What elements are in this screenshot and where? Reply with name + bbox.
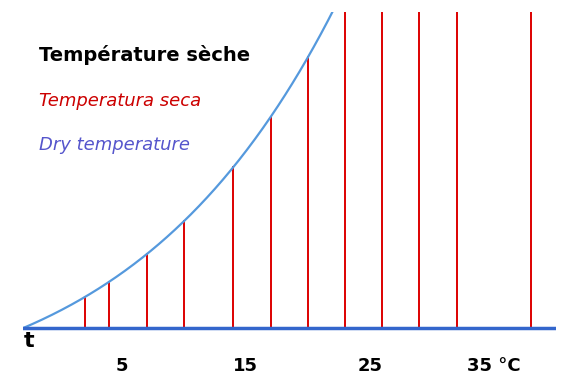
Text: Température sèche: Température sèche <box>39 45 250 65</box>
Text: Temperatura seca: Temperatura seca <box>39 92 201 111</box>
Text: t: t <box>24 331 34 351</box>
Text: Dry temperature: Dry temperature <box>39 136 190 154</box>
